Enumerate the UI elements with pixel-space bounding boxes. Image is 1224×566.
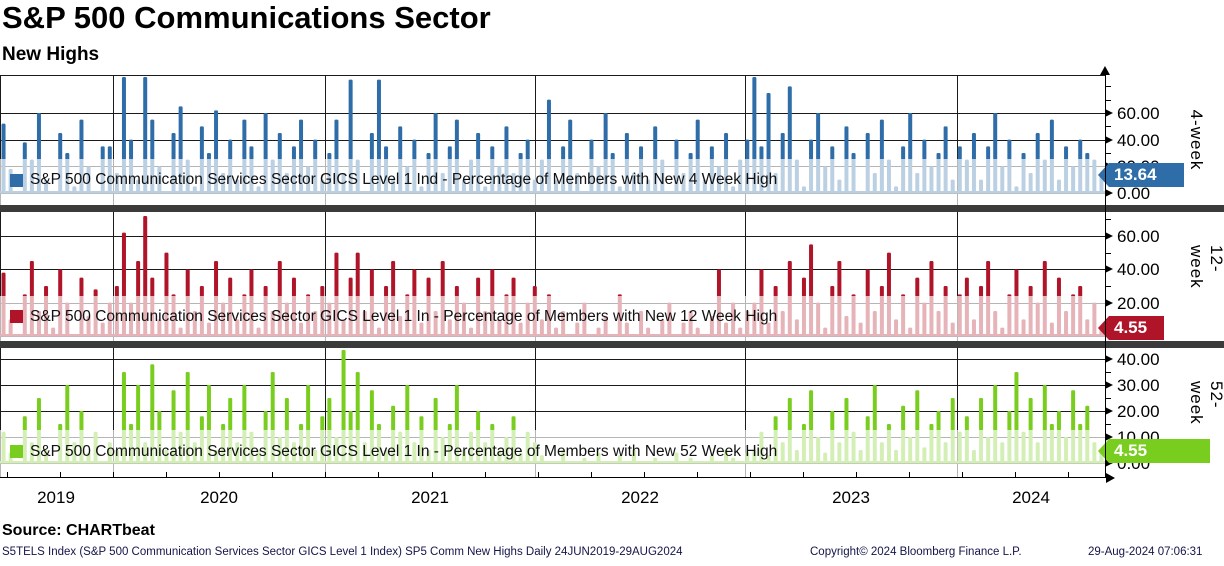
x-axis-quarter-tick: [272, 472, 273, 477]
tick-arrow-icon: [1105, 265, 1113, 273]
legend-12-week: S&P 500 Communication Services Sector GI…: [10, 296, 777, 337]
x-axis-quarter-tick: [485, 472, 486, 477]
x-axis-year-label: 2022: [621, 488, 659, 507]
panel-plot-12-week: [0, 212, 1105, 341]
axis-minor-tick: [1105, 286, 1111, 287]
x-axis-quarter-tick: [750, 472, 751, 477]
x-axis-quarter-tick: [219, 472, 220, 477]
page-subtitle: New Highs: [2, 44, 100, 65]
last-value-tag-12-week: 4.55: [1098, 316, 1164, 340]
source-line: Source: CHARTbeat: [2, 522, 155, 539]
tick-arrow-icon: [1105, 459, 1113, 467]
tick-arrow-icon: [1105, 433, 1113, 441]
x-axis-quarter-tick: [1068, 472, 1069, 477]
tick-arrow-icon: [1105, 136, 1113, 144]
axis-tick-label: 30.00: [1117, 376, 1160, 395]
axis-minor-tick: [1105, 253, 1111, 254]
axis-minor-tick: [1105, 100, 1111, 101]
footer-index-description: S5TELS Index (S&P 500 Communication Serv…: [2, 546, 683, 558]
x-axis-quarter-tick: [909, 472, 910, 477]
panel-separator: [0, 205, 1224, 212]
legend-4-week: S&P 500 Communication Services Sector GI…: [10, 159, 777, 201]
tick-arrow-icon: [1105, 109, 1113, 117]
x-axis-line: [0, 477, 1106, 478]
axis-tick-label: 40.00: [1117, 131, 1160, 150]
axis-tick-label: 20.00: [1117, 402, 1160, 421]
panel-axis-label-12-week: 12-week: [1187, 245, 1224, 289]
x-axis-quarter-tick: [113, 472, 114, 477]
axis-tick-label: 40.00: [1117, 350, 1160, 369]
axis-minor-tick: [1105, 153, 1111, 154]
legend-swatch-icon: [10, 173, 23, 187]
x-axis-quarter-tick: [60, 472, 61, 477]
tick-arrow-icon: [1105, 299, 1113, 307]
axis-right-arrow-icon: [1106, 473, 1115, 483]
axis-tick-label: 60.00: [1117, 104, 1160, 123]
axis-tick-label: 40.00: [1117, 260, 1160, 279]
x-axis-quarter-tick: [7, 472, 8, 477]
x-axis-year-label: 2019: [37, 488, 75, 507]
axis-minor-tick: [1105, 372, 1111, 373]
last-value-tag-52-week: 4.55: [1098, 439, 1210, 463]
footer-timestamp: 29-Aug-2024 07:06:31: [1088, 546, 1203, 558]
x-axis-quarter-tick: [378, 472, 379, 477]
axis-minor-tick: [1105, 86, 1111, 87]
legend-label: S&P 500 Communication Services Sector GI…: [30, 307, 778, 325]
x-axis-quarter-tick: [591, 472, 592, 477]
legend-label: S&P 500 Communication Services Sector GI…: [30, 442, 778, 460]
axis-minor-tick: [1105, 398, 1111, 399]
panel-axis-label-4-week: 4-week: [1187, 109, 1206, 171]
x-axis-quarter-tick: [644, 472, 645, 477]
x-axis-quarter-tick: [166, 472, 167, 477]
page-title: S&P 500 Communications Sector: [2, 0, 491, 35]
footer-copyright: Copyright© 2024 Bloomberg Finance L.P.: [810, 546, 1022, 558]
axis-minor-tick: [1105, 126, 1111, 127]
x-axis-year-label: 2024: [1012, 488, 1050, 507]
x-axis-quarter-tick: [432, 472, 433, 477]
x-axis-quarter-tick: [1015, 472, 1016, 477]
panel-axis-label-52-week: 52-week: [1187, 381, 1224, 425]
x-axis-quarter-tick: [325, 472, 326, 477]
axis-minor-tick: [1105, 424, 1111, 425]
x-axis-year-label: 2023: [832, 488, 870, 507]
right-axis-line: [1105, 75, 1106, 477]
last-value-tag-4-week: 13.64: [1098, 163, 1184, 187]
legend-label: S&P 500 Communication Services Sector GI…: [30, 171, 778, 188]
axis-tick-label: 20.00: [1117, 294, 1160, 313]
tick-arrow-icon: [1105, 407, 1113, 415]
legend-swatch-icon: [10, 445, 23, 458]
axis-tick-label: 0.00: [1117, 184, 1151, 203]
x-axis-year-label: 2020: [200, 488, 238, 507]
panel-plot-4-week: [0, 75, 1105, 205]
panel-separator: [0, 341, 1224, 348]
tick-arrow-icon: [1105, 355, 1113, 363]
x-axis-quarter-tick: [697, 472, 698, 477]
legend-52-week: S&P 500 Communication Services Sector GI…: [10, 430, 777, 473]
x-axis-quarter-tick: [803, 472, 804, 477]
tick-arrow-icon: [1105, 381, 1113, 389]
axis-tick-label: 60.00: [1117, 227, 1160, 246]
axis-up-arrow-icon: [1100, 66, 1110, 75]
chart-panel-4-week: S&P 500 Communication Services Sector GI…: [0, 75, 1224, 205]
chart-panel-52-week: S&P 500 Communication Services Sector GI…: [0, 348, 1224, 477]
axis-minor-tick: [1105, 219, 1111, 220]
panel-plot-52-week: [0, 348, 1105, 477]
x-axis-quarter-tick: [538, 472, 539, 477]
tick-arrow-icon: [1105, 232, 1113, 240]
x-axis-year-label: 2021: [411, 488, 449, 507]
x-axis-quarter-tick: [856, 472, 857, 477]
chart-panel-12-week: S&P 500 Communication Services Sector GI…: [0, 212, 1224, 341]
tick-arrow-icon: [1105, 189, 1113, 197]
x-axis-quarter-tick: [962, 472, 963, 477]
legend-swatch-icon: [10, 310, 23, 323]
